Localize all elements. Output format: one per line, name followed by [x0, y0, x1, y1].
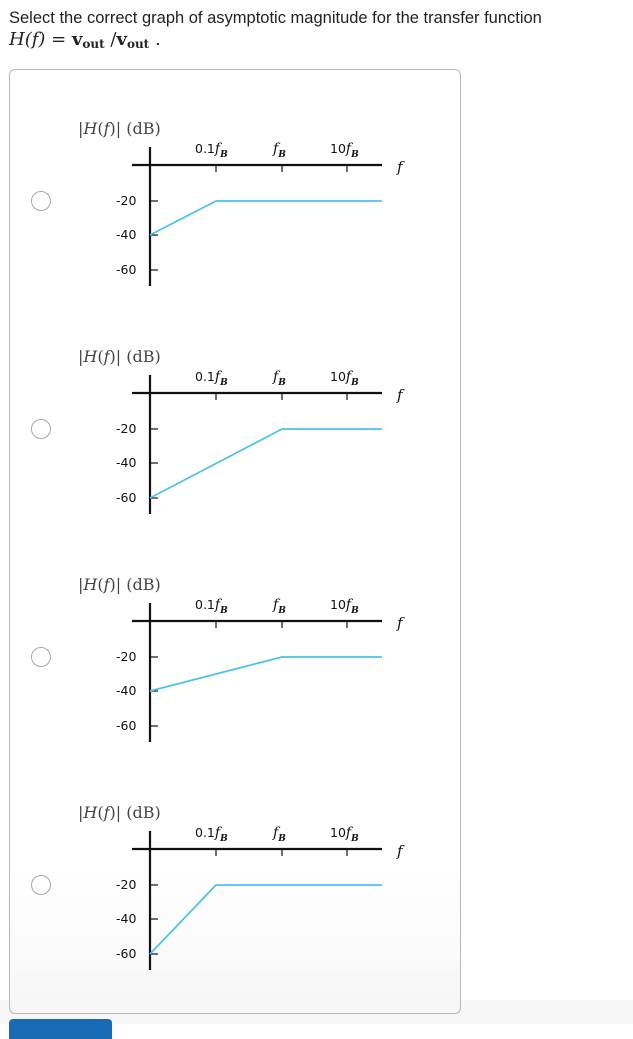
transfer-function-formula: H(f) = vout /vout .	[9, 29, 161, 51]
y-tick-label: -40	[116, 911, 137, 926]
y-axis-label: |H(f)| (dB)	[78, 347, 161, 366]
y-tick-label: -40	[116, 227, 137, 242]
bode-magnitude-graph	[132, 831, 382, 970]
x-axis-label: f	[397, 842, 403, 860]
y-axis-label: |H(f)| (dB)	[78, 575, 161, 594]
asymptote-line	[149, 656, 382, 692]
formula-denominator: v	[116, 29, 127, 50]
question-text: Select the correct graph of asymptotic m…	[9, 9, 542, 27]
x-tick-label: 10fB	[330, 369, 359, 388]
y-tick-label: -60	[116, 946, 137, 961]
answer-option[interactable]: |H(f)| (dB) -20 -40 -60 0.1fB fB 10fB f	[10, 526, 462, 751]
answer-option[interactable]: |H(f)| (dB) -20 -40 -60 0.1fB fB 10fB f	[10, 754, 462, 979]
y-tick-label: -20	[116, 877, 137, 892]
x-axis-label: f	[397, 386, 403, 404]
formula-end: .	[149, 29, 161, 50]
radio-button[interactable]	[31, 875, 51, 895]
x-tick-label: fB	[273, 825, 286, 844]
x-tick-label: fB	[273, 369, 286, 388]
answer-options-card: |H(f)| (dB) -20 -40 -60 0.1fB fB 10fB f |H(f)| (…	[9, 69, 461, 1014]
x-tick-label: 0.1fB	[195, 597, 228, 616]
x-tick-label: 0.1fB	[195, 141, 228, 160]
formula-equals: =	[45, 29, 72, 50]
formula-slash: /	[104, 29, 117, 50]
x-tick-label: 10fB	[330, 597, 359, 616]
x-tick-label: fB	[273, 141, 286, 160]
formula-numerator-sub: out	[82, 37, 105, 51]
formula-numerator: v	[71, 29, 83, 50]
x-tick-label: 0.1fB	[195, 825, 228, 844]
y-tick-label: -40	[116, 683, 137, 698]
x-tick-label: fB	[273, 597, 286, 616]
asymptote-line	[149, 884, 382, 955]
y-tick-label: -20	[116, 193, 137, 208]
bode-magnitude-graph	[132, 603, 382, 742]
asymptote-line	[149, 200, 382, 236]
answer-option[interactable]: |H(f)| (dB) -20 -40 -60 0.1fB fB 10fB f	[10, 298, 462, 523]
radio-button[interactable]	[31, 419, 51, 439]
x-axis-label: f	[397, 158, 403, 176]
y-tick-label: -60	[116, 262, 137, 277]
submit-button[interactable]	[9, 1019, 112, 1039]
x-axis-label: f	[397, 614, 403, 632]
radio-button[interactable]	[31, 647, 51, 667]
y-tick-label: -20	[116, 421, 137, 436]
y-tick-label: -60	[116, 718, 137, 733]
asymptote-line	[149, 428, 382, 499]
bode-magnitude-graph	[132, 147, 382, 286]
radio-button[interactable]	[31, 191, 51, 211]
x-tick-label: 10fB	[330, 825, 359, 844]
y-tick-label: -60	[116, 490, 137, 505]
y-tick-label: -20	[116, 649, 137, 664]
y-axis-label: |H(f)| (dB)	[78, 803, 161, 822]
formula-denominator-sub: out	[126, 37, 150, 51]
bode-magnitude-graph	[132, 375, 382, 514]
answer-option[interactable]: |H(f)| (dB) -20 -40 -60 0.1fB fB 10fB f	[10, 70, 462, 295]
x-tick-label: 0.1fB	[195, 369, 228, 388]
y-axis-label: |H(f)| (dB)	[78, 119, 161, 138]
formula-lhs: H(f)	[9, 29, 46, 50]
x-tick-label: 10fB	[330, 141, 359, 160]
y-tick-label: -40	[116, 455, 137, 470]
